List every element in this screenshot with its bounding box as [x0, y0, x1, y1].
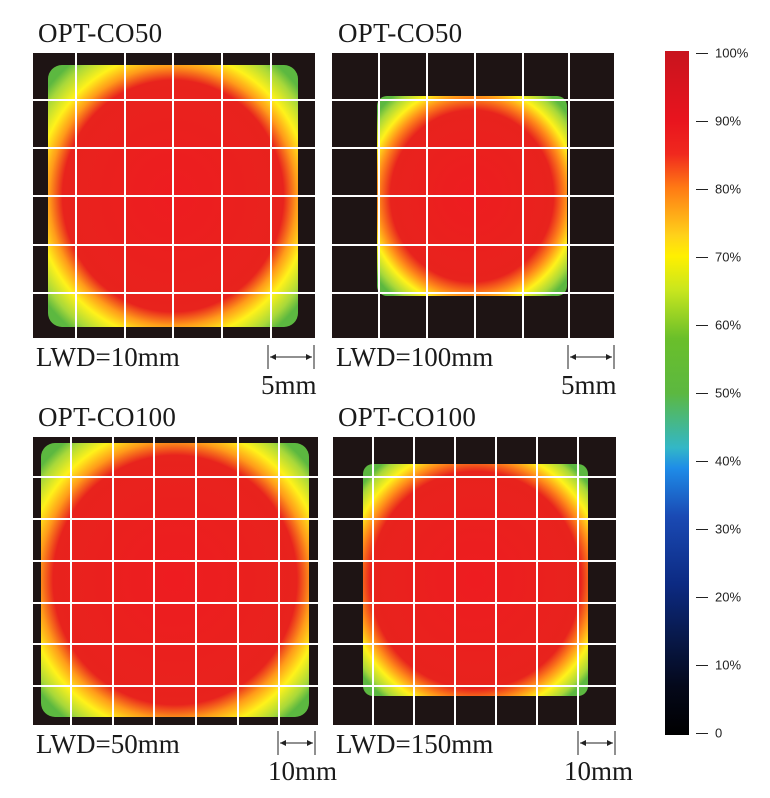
color-bar-tick-label: 40%	[715, 453, 742, 469]
color-bar-tick	[696, 461, 708, 462]
color-bar-tick	[696, 597, 708, 598]
intensity-map	[332, 53, 614, 338]
color-bar-tick-label: 70%	[715, 249, 742, 265]
scale-label: 5mm	[261, 370, 317, 400]
color-bar-tick	[696, 529, 708, 530]
lwd-label: LWD=10mm	[36, 342, 180, 372]
panel-title: OPT-CO100	[38, 402, 177, 432]
color-bar-tick	[696, 53, 708, 54]
color-bar-tick-label: 90%	[715, 113, 742, 129]
lwd-label: LWD=100mm	[336, 342, 494, 372]
color-bar-tick-label: 80%	[715, 181, 742, 197]
color-bar-tick-label: 60%	[715, 317, 742, 333]
intensity-map	[33, 53, 315, 338]
color-bar-tick-label: 50%	[715, 385, 742, 401]
color-bar-tick-label: 100%	[715, 45, 749, 61]
color-bar-tick-label: 0	[715, 725, 723, 741]
color-bar-tick	[696, 665, 708, 666]
intensity-map-image	[333, 437, 616, 725]
panel-title: OPT-CO100	[338, 402, 477, 432]
color-bar-tick-label: 30%	[715, 521, 742, 537]
color-bar-tick	[696, 121, 708, 122]
scale-bar	[567, 345, 615, 369]
color-bar-tick	[696, 325, 708, 326]
intensity-map-image	[33, 53, 315, 338]
color-bar-tick	[696, 189, 708, 190]
scale-bar	[577, 731, 616, 755]
color-bar-tick	[696, 257, 708, 258]
color-bar-tick	[696, 733, 708, 734]
intensity-map-image	[33, 437, 318, 725]
intensity-map	[33, 437, 318, 725]
panel-title: OPT-CO50	[338, 18, 463, 48]
lwd-label: LWD=150mm	[336, 729, 494, 759]
color-bar	[665, 51, 689, 735]
color-bar-tick	[696, 393, 708, 394]
scale-label: 10mm	[564, 756, 634, 786]
panel-title: OPT-CO50	[38, 18, 163, 48]
intensity-map	[333, 437, 616, 725]
lwd-label: LWD=50mm	[36, 729, 180, 759]
intensity-map-image	[332, 53, 614, 338]
scale-label: 5mm	[561, 370, 617, 400]
color-bar-tick-label: 10%	[715, 657, 742, 673]
scale-bar	[277, 731, 316, 755]
scale-bar	[267, 345, 315, 369]
scale-label: 10mm	[268, 756, 338, 786]
color-bar-tick-label: 20%	[715, 589, 742, 605]
